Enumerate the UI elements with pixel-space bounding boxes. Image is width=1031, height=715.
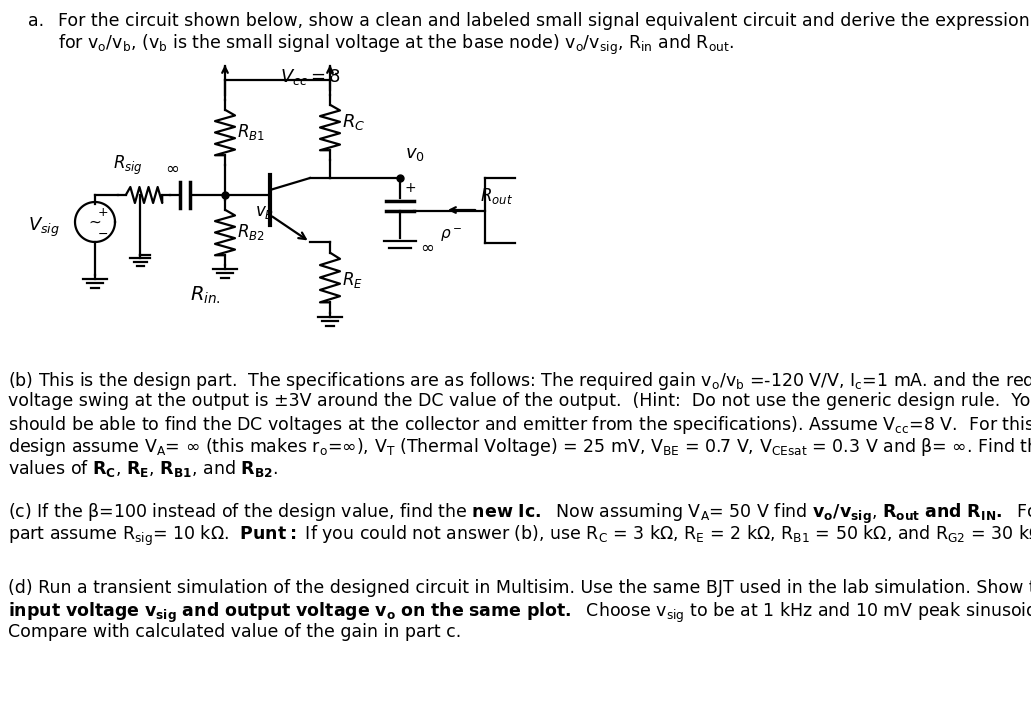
Text: $\infty$: $\infty$ <box>165 159 179 177</box>
Text: a.: a. <box>28 12 44 30</box>
Text: part assume R$_\mathsf{sig}$= 10 kΩ.  $\bf{Punt:}$ If you could not answer (b), : part assume R$_\mathsf{sig}$= 10 kΩ. $\b… <box>8 524 1031 548</box>
Text: values of $\bf{R_C}$, $\bf{R_E}$, $\bf{R_{B1}}$, and $\bf{R_{B2}}$.: values of $\bf{R_C}$, $\bf{R_E}$, $\bf{R… <box>8 458 278 479</box>
Text: voltage swing at the output is ±3V around the DC value of the output.  (Hint:  D: voltage swing at the output is ±3V aroun… <box>8 392 1031 410</box>
Text: $\bf{input\ voltage\ v_{sig}\ and\ output\ voltage\ v_o\ on\ the\ same\ plot.}$ : $\bf{input\ voltage\ v_{sig}\ and\ outpu… <box>8 601 1031 625</box>
Text: (c) If the β=100 instead of the design value, find the $\bf{new\ Ic.}$  Now assu: (c) If the β=100 instead of the design v… <box>8 502 1031 526</box>
Text: $v_B$: $v_B$ <box>255 203 274 221</box>
Text: $R_C$: $R_C$ <box>342 112 365 132</box>
Text: $R_{B2}$: $R_{B2}$ <box>237 222 265 242</box>
Text: −: − <box>98 227 108 240</box>
Text: +: + <box>405 181 417 195</box>
Text: $R_{sig}$: $R_{sig}$ <box>113 154 142 177</box>
Text: $R_E$: $R_E$ <box>342 270 363 290</box>
Text: for v$_\mathsf{o}$/v$_\mathsf{b}$, (v$_\mathsf{b}$ is the small signal voltage a: for v$_\mathsf{o}$/v$_\mathsf{b}$, (v$_\… <box>58 33 734 57</box>
Text: design assume V$_\mathsf{A}$= ∞ (this makes r$_\mathsf{o}$=∞), V$_\mathsf{T}$ (T: design assume V$_\mathsf{A}$= ∞ (this ma… <box>8 436 1031 458</box>
Text: should be able to find the DC voltages at the collector and emitter from the spe: should be able to find the DC voltages a… <box>8 414 1031 436</box>
Text: $\infty$: $\infty$ <box>420 238 434 256</box>
Text: $V_{cc} = 8$: $V_{cc} = 8$ <box>280 67 341 87</box>
Text: +: + <box>98 205 108 219</box>
Text: Compare with calculated value of the gain in part c.: Compare with calculated value of the gai… <box>8 623 461 641</box>
Text: $R_{out}$: $R_{out}$ <box>480 186 513 206</box>
Text: $R_{in.}$: $R_{in.}$ <box>190 285 221 306</box>
Text: (b) This is the design part.  The specifications are as follows: The required ga: (b) This is the design part. The specifi… <box>8 370 1031 392</box>
Text: $V_{sig}$: $V_{sig}$ <box>28 215 60 239</box>
Text: For the circuit shown below, show a clean and labeled small signal equivalent ci: For the circuit shown below, show a clea… <box>58 12 1030 30</box>
Text: $v_0$: $v_0$ <box>405 145 425 163</box>
Text: $\rho^-$: $\rho^-$ <box>440 226 462 244</box>
Text: ~: ~ <box>89 214 101 230</box>
Text: .: . <box>333 60 339 79</box>
Text: $R_{B1}$: $R_{B1}$ <box>237 122 265 142</box>
Text: (d) Run a transient simulation of the designed circuit in Multisim. Use the same: (d) Run a transient simulation of the de… <box>8 579 1031 597</box>
